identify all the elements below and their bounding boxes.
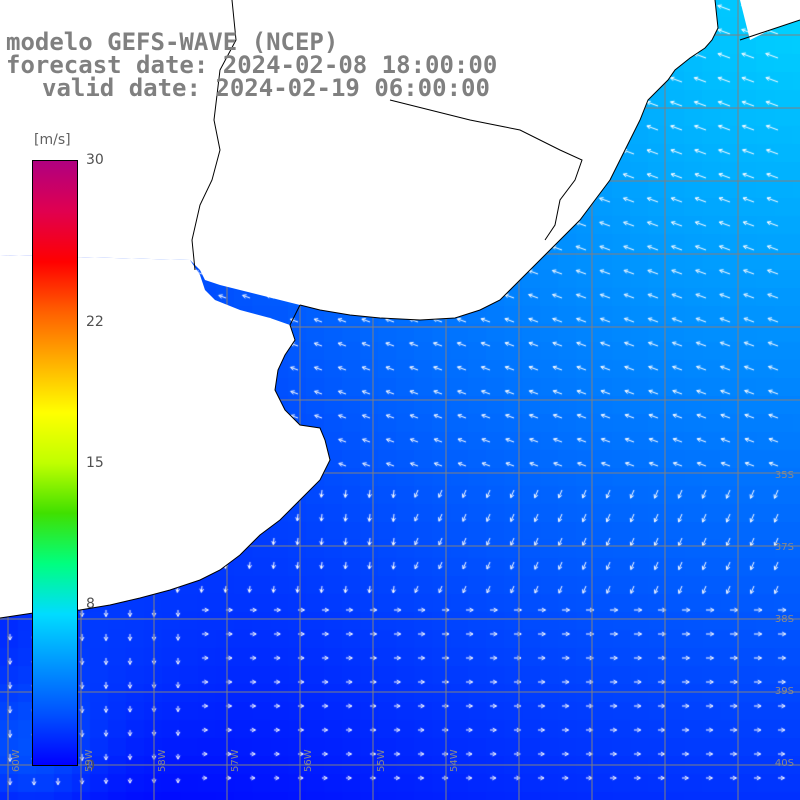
title-forecast-date: forecast date: 2024-02-08 18:00:00	[6, 51, 498, 79]
longitude-label: 59W	[84, 749, 95, 772]
colorbar	[32, 160, 78, 766]
latitude-label: 37S	[774, 542, 794, 553]
latitude-label: 35S	[774, 470, 794, 481]
colorbar-tick-label: 0	[86, 758, 95, 774]
colorbar-tick-label: 22	[86, 313, 104, 330]
colorbar-tick-label: 15	[86, 455, 104, 471]
longitude-label: 54W	[449, 749, 460, 772]
title-model: modelo GEFS-WAVE (NCEP)	[6, 28, 339, 56]
title-valid-date: valid date: 2024-02-19 06:00:00	[42, 74, 490, 102]
colorbar-unit-label: [m/s]	[34, 132, 71, 148]
latitude-label: 39S	[774, 686, 794, 697]
colorbar-tick-label: 30	[86, 152, 104, 168]
longitude-label: 60W	[11, 749, 22, 772]
latitude-label: 40S	[774, 758, 794, 769]
longitude-label: 56W	[303, 749, 314, 772]
uruguay-inner-coast	[389, 99, 583, 241]
longitude-label: 58W	[157, 749, 168, 772]
land-buenos-aires	[0, 255, 330, 618]
longitude-label: 57W	[230, 749, 241, 772]
land-mask	[0, 0, 800, 618]
country-border	[191, 0, 237, 271]
land-uruguay-argentina-north	[0, 0, 718, 320]
latitude-label: 38S	[774, 614, 794, 625]
colorbar-tick-label: 8	[86, 596, 95, 613]
coastline	[0, 0, 800, 619]
longitude-label: 55W	[376, 749, 387, 772]
land-northeast-corner	[740, 0, 800, 40]
